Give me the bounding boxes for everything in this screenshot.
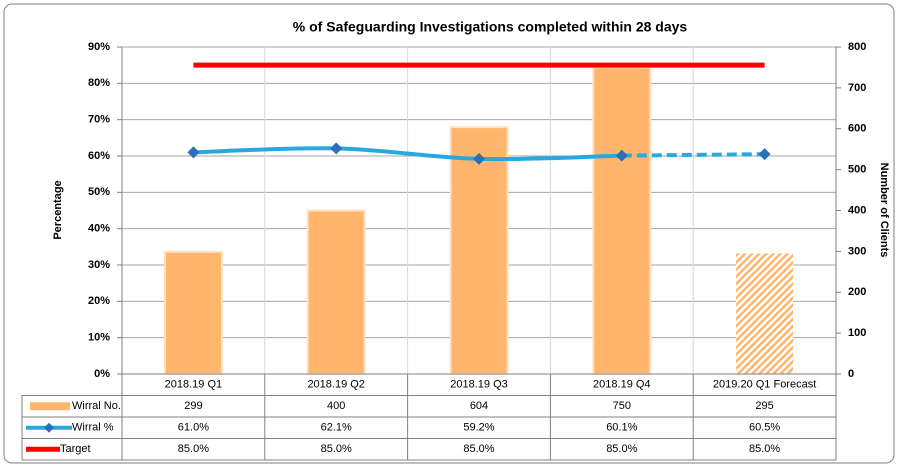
y2-tick-label: 400: [848, 204, 866, 216]
line-forecast: [621, 152, 765, 158]
legend-marker: [44, 422, 54, 433]
table-cell: 60.5%: [749, 422, 780, 434]
y2-tick-label: 100: [848, 327, 866, 339]
y2-tick-label: 0: [848, 368, 854, 380]
table-cell: 85.0%: [463, 443, 494, 455]
legend-label: Target: [60, 443, 91, 455]
y-tick-label: 60%: [88, 150, 110, 162]
table-cell: 62.1%: [321, 422, 352, 434]
y2-tick-label: 800: [848, 41, 866, 53]
bar: [163, 250, 223, 375]
x-tick-label: 2018.19 Q4: [593, 379, 651, 391]
y-tick-label: 90%: [88, 41, 110, 53]
y-tick-label: 20%: [88, 295, 110, 307]
marker: [615, 149, 628, 162]
y-tick-label: 30%: [88, 259, 110, 271]
table-cell: 400: [327, 400, 345, 412]
table-cell: 299: [184, 400, 202, 412]
marker: [187, 146, 200, 159]
legend-label: Wirral No.: [72, 400, 121, 412]
y2-tick-label: 700: [848, 82, 866, 94]
table-cell: 295: [755, 400, 773, 412]
x-tick-label: 2018.19 Q3: [450, 379, 508, 391]
y-tick-label: 0%: [94, 368, 110, 380]
legend-label: Wirral %: [72, 422, 114, 434]
table-cell: 85.0%: [606, 443, 637, 455]
y2-axis-label: Number of Clients: [878, 163, 890, 258]
marker: [473, 152, 485, 165]
y-tick-label: 70%: [88, 114, 110, 126]
y2-tick-label: 200: [848, 286, 866, 298]
y-tick-label: 10%: [88, 332, 110, 344]
marker: [330, 142, 343, 155]
table-cell: 604: [470, 400, 488, 412]
marker: [758, 148, 771, 161]
x-tick-label: 2018.19 Q2: [307, 379, 365, 391]
legend-key: [30, 402, 70, 411]
x-tick-label: 2018.19 Q1: [165, 379, 223, 391]
y-tick-label: 80%: [88, 77, 110, 89]
bar: [736, 253, 794, 374]
table-cell: 85.0%: [321, 443, 352, 455]
table-cell: 59.2%: [463, 422, 494, 434]
table-cell: 60.1%: [606, 422, 637, 434]
bar: [449, 126, 509, 375]
table-cell: 61.0%: [178, 422, 209, 434]
table-cell: 85.0%: [749, 443, 780, 455]
y2-tick-label: 300: [848, 245, 866, 257]
chart-border: [3, 3, 895, 464]
x-tick-label: 2019.20 Q1 Forecast: [713, 379, 816, 391]
bar: [306, 209, 366, 375]
table-row: [21, 438, 837, 461]
y-tick-label: 40%: [88, 223, 110, 235]
y-axis-label: Percentage: [52, 180, 64, 239]
line: [193, 146, 622, 162]
table-cell: 85.0%: [178, 443, 209, 455]
y2-tick-label: 500: [848, 164, 866, 176]
table-cell: 750: [613, 400, 631, 412]
y-tick-label: 50%: [88, 186, 110, 198]
chart-title: % of Safeguarding Investigations complet…: [293, 19, 688, 35]
y2-tick-label: 600: [848, 123, 866, 135]
bar: [592, 66, 652, 375]
